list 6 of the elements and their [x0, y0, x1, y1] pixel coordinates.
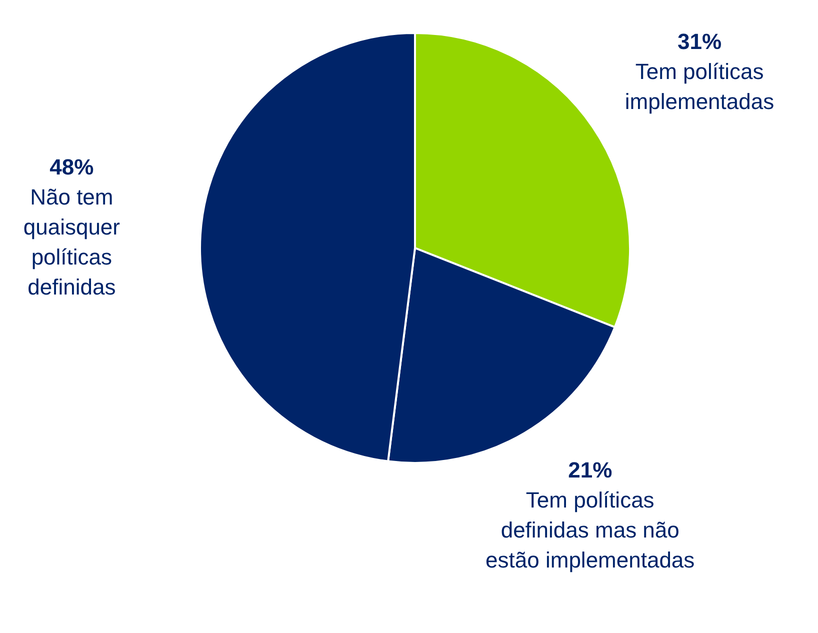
data-label: 21%: [568, 457, 612, 482]
slice-label: Tem políticas implementadas: [624, 58, 774, 114]
data-label: 48%: [50, 154, 94, 180]
slice-label: Tem políticas definidas mas não estão implementadas: [486, 487, 695, 572]
data-label: 31%: [677, 28, 722, 54]
slice-label: Não tem quaisquer políticas definidas: [23, 184, 120, 300]
